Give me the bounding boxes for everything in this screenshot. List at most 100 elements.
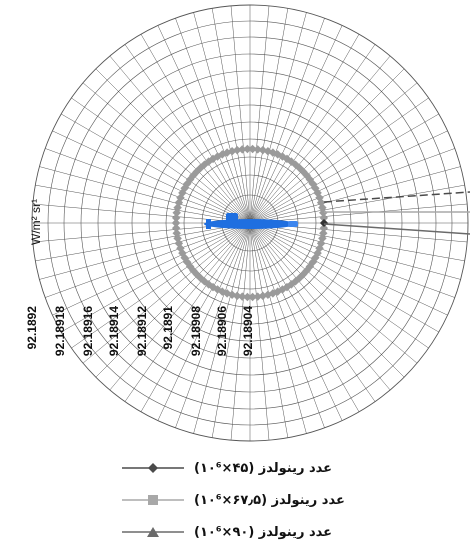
legend-item: عدد رینولدز (۶۷٫۵×۱۰⁶) bbox=[118, 484, 468, 516]
grid-spoke bbox=[109, 222, 251, 391]
ring-marker bbox=[248, 292, 257, 302]
radial-tick-labels: 92.1892 92.18918 92.18916 92.18914 92.18912 9… bbox=[25, 306, 255, 356]
grid-spoke bbox=[249, 222, 307, 434]
grid-spoke bbox=[35, 184, 251, 224]
grid-spoke bbox=[249, 222, 289, 438]
grid-spoke bbox=[249, 222, 429, 349]
ring-marker bbox=[171, 218, 181, 228]
grid-spoke bbox=[249, 222, 270, 441]
legend-label: عدد رینولدز (۶۷٫۵×۱۰⁶) bbox=[194, 492, 345, 508]
radial-tick-label: 92.1892 bbox=[25, 306, 39, 350]
legend-item: عدد رینولدز (۹۰×۱۰⁶) bbox=[118, 516, 468, 548]
grid-spoke bbox=[140, 34, 251, 224]
radar-grid bbox=[31, 4, 469, 442]
radial-tick-label: 92.18914 bbox=[107, 306, 121, 356]
grid-spoke bbox=[249, 82, 418, 224]
ring-marker bbox=[238, 145, 247, 154]
ring-marker bbox=[319, 213, 329, 223]
legend-swatch-square bbox=[122, 495, 184, 505]
grid-spoke bbox=[175, 222, 251, 428]
ring-marker bbox=[238, 292, 247, 301]
grid-spoke bbox=[193, 222, 251, 434]
grid-spoke bbox=[249, 68, 405, 224]
ring-marker bbox=[253, 292, 262, 301]
grid-spoke bbox=[249, 222, 461, 280]
submarine-icon bbox=[204, 213, 298, 229]
grid-spoke bbox=[211, 222, 251, 438]
grid-spoke bbox=[249, 113, 439, 224]
ring-marker bbox=[319, 208, 328, 217]
grid-spoke bbox=[61, 113, 251, 224]
grid-spoke bbox=[249, 184, 465, 224]
grid-spoke bbox=[249, 222, 418, 364]
grid-spoke bbox=[45, 148, 251, 224]
ring-marker bbox=[243, 292, 252, 302]
legend-label: عدد رینولدز (۹۰×۱۰⁶) bbox=[194, 524, 333, 540]
grid-spoke bbox=[230, 5, 251, 224]
legend-swatch-triangle bbox=[122, 527, 184, 537]
grid-spoke bbox=[249, 34, 360, 224]
series-beam bbox=[323, 191, 470, 203]
series-beam bbox=[323, 223, 470, 235]
grid-spoke bbox=[249, 5, 270, 224]
grid-spoke bbox=[249, 222, 325, 428]
grid-spoke bbox=[140, 222, 251, 412]
grid-spoke bbox=[95, 222, 251, 378]
radial-tick-label: 92.18908 bbox=[189, 306, 203, 356]
grid-spoke bbox=[249, 8, 289, 224]
legend-item: عدد رینولدز (۴۵×۱۰⁶) bbox=[118, 452, 468, 484]
grid-spoke bbox=[71, 97, 251, 224]
grid-spoke bbox=[157, 222, 251, 421]
grid-spoke bbox=[249, 55, 391, 224]
legend-swatch-diamond bbox=[122, 463, 184, 473]
grid-spoke bbox=[249, 222, 360, 412]
grid-spoke bbox=[71, 222, 251, 349]
grid-spoke bbox=[249, 12, 307, 224]
grid-spoke bbox=[52, 130, 251, 224]
data-ring bbox=[171, 144, 329, 302]
ring-marker bbox=[253, 145, 262, 154]
radial-tick-label: 92.18906 bbox=[215, 306, 229, 356]
grid-spoke bbox=[249, 222, 439, 333]
grid-spoke bbox=[249, 203, 468, 224]
radial-tick-label: 92.18918 bbox=[53, 306, 67, 356]
grid-spoke bbox=[249, 130, 448, 224]
radial-tick-label: 92.18904 bbox=[241, 306, 255, 356]
grid-spoke bbox=[230, 222, 251, 441]
grid-spoke bbox=[109, 55, 251, 224]
series-beams bbox=[323, 191, 470, 235]
grid-spoke bbox=[249, 222, 376, 402]
grid-spoke bbox=[124, 44, 251, 224]
ring-marker bbox=[171, 213, 181, 223]
grid-spoke bbox=[39, 222, 251, 280]
radar-chart: 92.1892 92.18918 92.18916 92.18914 92.18912 9… bbox=[25, 4, 470, 442]
grid-spoke bbox=[95, 68, 251, 224]
ring-marker bbox=[258, 291, 268, 301]
grid-spoke bbox=[249, 222, 455, 298]
grid-spoke bbox=[249, 222, 448, 316]
grid-spoke bbox=[35, 222, 251, 262]
ring-marker bbox=[232, 145, 242, 155]
ring-marker bbox=[319, 223, 329, 233]
grid-spoke bbox=[193, 12, 251, 224]
chart-legend: عدد رینولدز (۴۵×۱۰⁶) عدد رینولدز (۶۷٫۵×۱… bbox=[118, 452, 468, 548]
grid-spoke bbox=[157, 25, 251, 224]
grid-spoke bbox=[82, 82, 251, 224]
grid-spoke bbox=[249, 97, 429, 224]
grid-spoke bbox=[249, 222, 405, 378]
ring-marker bbox=[248, 144, 257, 154]
ring-marker bbox=[243, 144, 252, 154]
ring-marker bbox=[171, 223, 181, 233]
radial-tick-label: 92.18912 bbox=[135, 306, 149, 356]
grid-spoke bbox=[45, 222, 251, 298]
grid-spoke bbox=[32, 203, 251, 224]
grid-spoke bbox=[249, 148, 455, 224]
ring-marker-highlight bbox=[320, 219, 328, 227]
grid-spoke bbox=[211, 8, 251, 224]
unit-label: W/m² sr¹ bbox=[29, 199, 43, 245]
radial-tick-label: 92.18916 bbox=[81, 306, 95, 356]
grid-spoke bbox=[249, 166, 461, 224]
grid-spoke bbox=[61, 222, 251, 333]
grid-spoke bbox=[82, 222, 251, 364]
grid-spoke bbox=[175, 18, 251, 224]
